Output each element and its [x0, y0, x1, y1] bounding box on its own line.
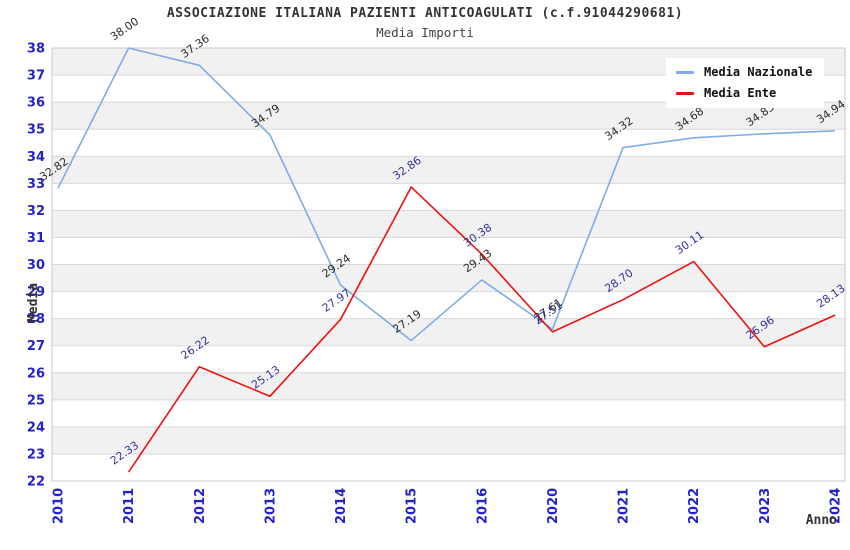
x-tick-label: 2013 [263, 488, 278, 524]
y-tick-label: 34 [27, 150, 45, 165]
y-tick-label: 30 [27, 258, 45, 273]
y-tick-label: 23 [27, 447, 45, 462]
x-tick-label: 2010 [52, 488, 67, 524]
x-tick-label: 2021 [617, 488, 632, 524]
y-tick-label: 33 [27, 177, 45, 192]
y-tick-label: 29 [27, 285, 45, 300]
x-tick-label: 2024 [829, 488, 844, 524]
y-tick-label: 37 [27, 69, 45, 84]
background-band [52, 318, 845, 346]
x-tick-label: 2020 [546, 488, 561, 524]
background-band [52, 156, 845, 184]
legend-line-swatch-blue [676, 70, 694, 74]
y-tick-label: 36 [27, 96, 45, 111]
y-axis-title: Media [26, 282, 42, 323]
page-title: ASSOCIAZIONE ITALIANA PAZIENTI ANTICOAGU… [166, 6, 684, 21]
legend-line-swatch-red [676, 91, 694, 95]
background-band [52, 210, 845, 238]
y-tick-label: 38 [27, 42, 45, 57]
legend-item-media-ente: Media Ente [676, 86, 812, 100]
x-tick-label: 2012 [193, 488, 208, 524]
y-tick-label: 32 [27, 204, 45, 219]
y-tick-label: 35 [27, 123, 45, 138]
legend: Media Nazionale Media Ente [666, 58, 825, 108]
y-tick-label: 22 [27, 475, 45, 490]
y-tick-label: 31 [27, 231, 45, 246]
legend-label: Media Ente [704, 86, 777, 100]
data-label: 38.00 [108, 15, 141, 44]
legend-label: Media Nazionale [704, 65, 813, 79]
legend-item-media-nazionale: Media Nazionale [676, 65, 812, 79]
y-tick-label: 24 [27, 420, 45, 435]
plot-border [51, 47, 846, 482]
background-band [52, 426, 845, 454]
x-tick-label: 2016 [475, 488, 490, 524]
y-tick-label: 25 [27, 393, 45, 408]
x-tick-label: 2014 [334, 488, 349, 524]
x-tick-label: 2023 [758, 488, 773, 524]
series-line-media-nazionale [57, 47, 836, 342]
background-band [52, 372, 845, 400]
y-tick-label: 28 [27, 312, 45, 327]
background-band [52, 264, 845, 292]
series-line-media-ente [127, 186, 836, 473]
x-tick-label: 2022 [687, 488, 702, 524]
x-tick-label: 2011 [122, 488, 137, 524]
y-tick-label: 27 [27, 339, 45, 354]
y-tick-label: 26 [27, 366, 45, 381]
x-axis-title: Anno [805, 513, 837, 528]
chart-subtitle: Media Importi [376, 25, 474, 40]
x-tick-label: 2015 [405, 488, 420, 524]
